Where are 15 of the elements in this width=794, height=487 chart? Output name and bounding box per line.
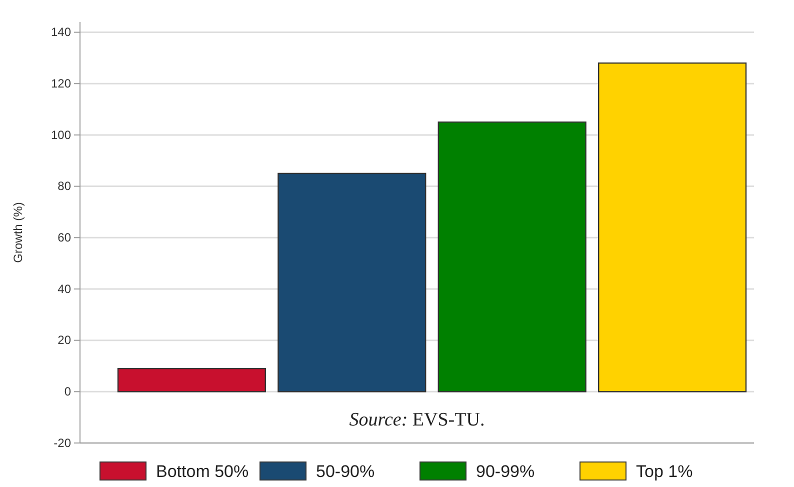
legend-label: 90-99% [476, 462, 535, 481]
y-tick-label: 80 [58, 179, 72, 194]
legend-label: 50-90% [316, 462, 375, 481]
y-tick-label: 60 [58, 230, 72, 244]
y-tick-label: 100 [50, 128, 72, 142]
y-tick-label: 0 [64, 384, 72, 398]
y-tick-label: -20 [54, 436, 72, 450]
y-tick-label: 120 [50, 76, 72, 90]
y-tick-label: 40 [58, 282, 72, 296]
legend-label: Bottom 50% [156, 462, 249, 481]
y-axis-title: Growth (%) [11, 202, 25, 263]
annotation: Source: EVS-TU. [349, 409, 485, 430]
y-tick-label: 20 [58, 333, 72, 348]
y-tick-label: 140 [50, 25, 72, 40]
legend-label: Top 1% [636, 462, 693, 481]
